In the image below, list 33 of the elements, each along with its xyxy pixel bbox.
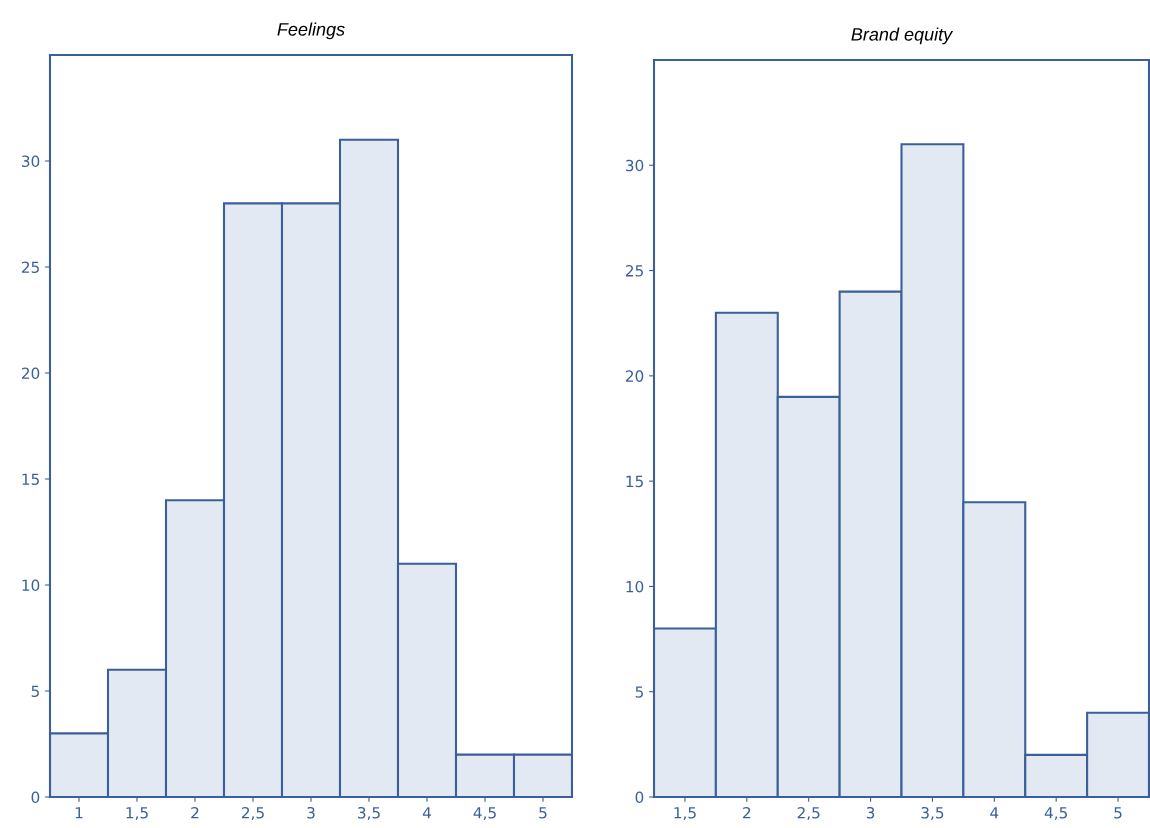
y-tick-label: 0	[31, 791, 40, 804]
x-tick-label: 3,5	[921, 806, 944, 821]
y-tick-label: 20	[21, 367, 40, 380]
chart-title: Feelings	[277, 22, 345, 40]
x-tick-label: 5	[1114, 807, 1122, 819]
y-tick-label: 5	[31, 685, 39, 698]
y-tick-label: 10	[626, 580, 644, 593]
y-tick-label: 10	[22, 579, 40, 592]
x-tick-label: 4	[990, 807, 999, 819]
x-tick-label: 2	[743, 806, 751, 819]
y-tick-label: 15	[22, 473, 39, 486]
y-tick-label: 25	[625, 265, 643, 277]
y-tick-label: 15	[626, 475, 643, 488]
y-tick-label: 20	[625, 370, 644, 382]
x-tick-label: 1,5	[126, 807, 148, 821]
chart-title: Brand equity	[851, 27, 954, 45]
x-tick-label: 4,5	[473, 807, 496, 821]
x-tick-label: 3	[307, 806, 315, 819]
x-tick-label: 4	[422, 807, 431, 819]
x-tick-label: 5	[539, 807, 547, 819]
x-tick-label: 1,5	[674, 807, 696, 821]
x-tick-label: 3,5	[358, 806, 380, 821]
x-tick-label: 2,5	[797, 806, 820, 821]
y-tick-label: 30	[626, 159, 644, 172]
x-tick-label: 3	[866, 806, 875, 819]
y-tick-label: 30	[22, 155, 40, 168]
y-tick-label: 5	[635, 686, 643, 698]
x-tick-label: 1	[75, 807, 83, 819]
x-tick-label: 4,5	[1044, 807, 1067, 821]
y-tick-label: 25	[21, 261, 39, 274]
y-tick-label: 0	[635, 791, 644, 804]
x-tick-label: 2,5	[241, 806, 264, 821]
x-tick-label: 2	[191, 806, 199, 819]
